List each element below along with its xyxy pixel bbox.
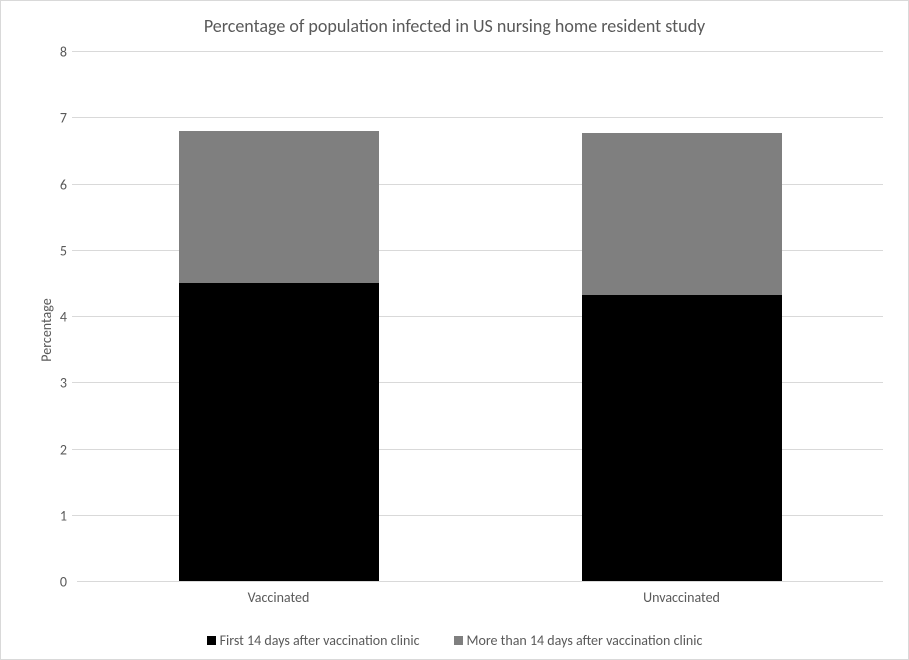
- bar-segment-after14: [582, 133, 782, 295]
- y-tick-label: 1: [60, 507, 77, 524]
- tick-mark: [72, 449, 77, 450]
- legend-label: First 14 days after vaccination clinic: [220, 632, 420, 649]
- tick-mark: [72, 316, 77, 317]
- y-tick-label: 3: [60, 375, 77, 392]
- tick-mark: [72, 184, 77, 185]
- legend-item: First 14 days after vaccination clinic: [207, 632, 420, 649]
- y-tick-label: 7: [60, 110, 77, 127]
- y-tick-label: 6: [60, 176, 77, 193]
- bar-group-unvaccinated: Unvaccinated: [582, 51, 782, 581]
- gridline: 0: [77, 581, 883, 582]
- bar-segment-first14: [179, 283, 379, 581]
- legend: First 14 days after vaccination clinic M…: [1, 632, 908, 649]
- tick-mark: [72, 515, 77, 516]
- tick-mark: [72, 51, 77, 52]
- tick-mark: [72, 382, 77, 383]
- chart-title: Percentage of population infected in US …: [1, 15, 908, 37]
- tick-mark: [72, 250, 77, 251]
- y-tick-label: 5: [60, 242, 77, 259]
- x-category-label: Unvaccinated: [643, 581, 720, 606]
- y-tick-label: 2: [60, 441, 77, 458]
- plot-area: 0 1 2 3 4 5 6 7 8: [77, 51, 883, 582]
- x-category-label: Vaccinated: [248, 581, 310, 606]
- bar-segment-first14: [582, 295, 782, 581]
- y-axis-title: Percentage: [38, 298, 55, 361]
- chart-container: Percentage of population infected in US …: [0, 0, 909, 660]
- y-tick-label: 0: [60, 574, 77, 591]
- legend-label: More than 14 days after vaccination clin…: [467, 632, 703, 649]
- y-tick-label: 8: [60, 44, 77, 61]
- bar-segment-after14: [179, 131, 379, 283]
- legend-swatch: [207, 636, 216, 645]
- tick-mark: [72, 117, 77, 118]
- legend-item: More than 14 days after vaccination clin…: [454, 632, 703, 649]
- legend-swatch: [454, 636, 463, 645]
- y-tick-label: 4: [60, 309, 77, 326]
- bar-group-vaccinated: Vaccinated: [179, 51, 379, 581]
